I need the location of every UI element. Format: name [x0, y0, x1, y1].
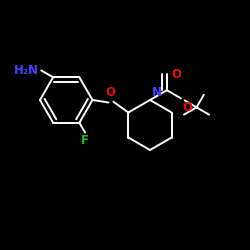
Text: F: F: [81, 134, 89, 147]
Text: O: O: [106, 86, 116, 99]
Text: O: O: [182, 101, 192, 114]
Text: H₂N: H₂N: [14, 64, 39, 77]
Text: N: N: [152, 86, 162, 99]
Text: O: O: [172, 68, 181, 80]
